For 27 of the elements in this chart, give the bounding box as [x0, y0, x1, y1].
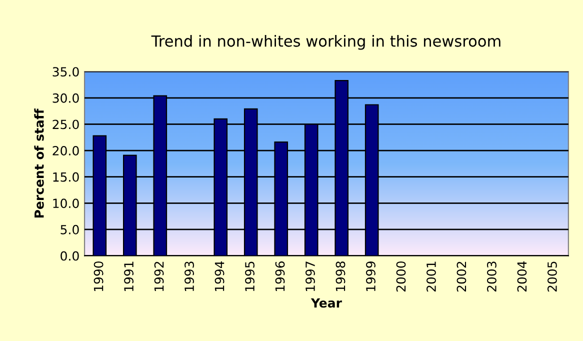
y-tick-label: 25.0: [52, 120, 79, 130]
x-tick-label: 2000: [396, 261, 406, 292]
x-tick-label: 1994: [214, 261, 224, 292]
x-axis-title: Year: [310, 298, 342, 308]
y-tick-label: 5.0: [60, 224, 79, 234]
x-tick-label: 2002: [456, 262, 466, 292]
x-tick-label: 1996: [275, 261, 285, 292]
chart-title: Trend in non-whites working in this newsroom: [151, 35, 500, 50]
x-tick-label: 1999: [366, 261, 376, 292]
y-tick-label: 0.0: [60, 251, 79, 261]
x-tick-label: 2004: [517, 261, 527, 292]
x-tick-label: 1992: [154, 262, 164, 292]
x-tick-label: 2003: [486, 262, 496, 292]
y-tick-label: 30.0: [52, 93, 79, 103]
x-tick-label: 1997: [306, 262, 315, 292]
y-axis-title: Percent of staff: [34, 108, 44, 218]
y-tick-label: 20.0: [52, 146, 79, 156]
y-tick-label: 15.0: [53, 172, 79, 182]
x-tick-label: 1993: [184, 262, 194, 292]
x-tick-label: 1995: [245, 262, 254, 292]
x-tick-label: 1998: [336, 261, 346, 292]
y-tick-label: 35.0: [52, 67, 79, 77]
x-tick-label: 2005: [547, 262, 557, 292]
x-tick-label: 1991: [124, 262, 134, 292]
x-tick-label: 1990: [94, 261, 104, 292]
y-tick-label: 10.0: [53, 198, 79, 208]
x-tick-label: 2001: [426, 262, 436, 292]
